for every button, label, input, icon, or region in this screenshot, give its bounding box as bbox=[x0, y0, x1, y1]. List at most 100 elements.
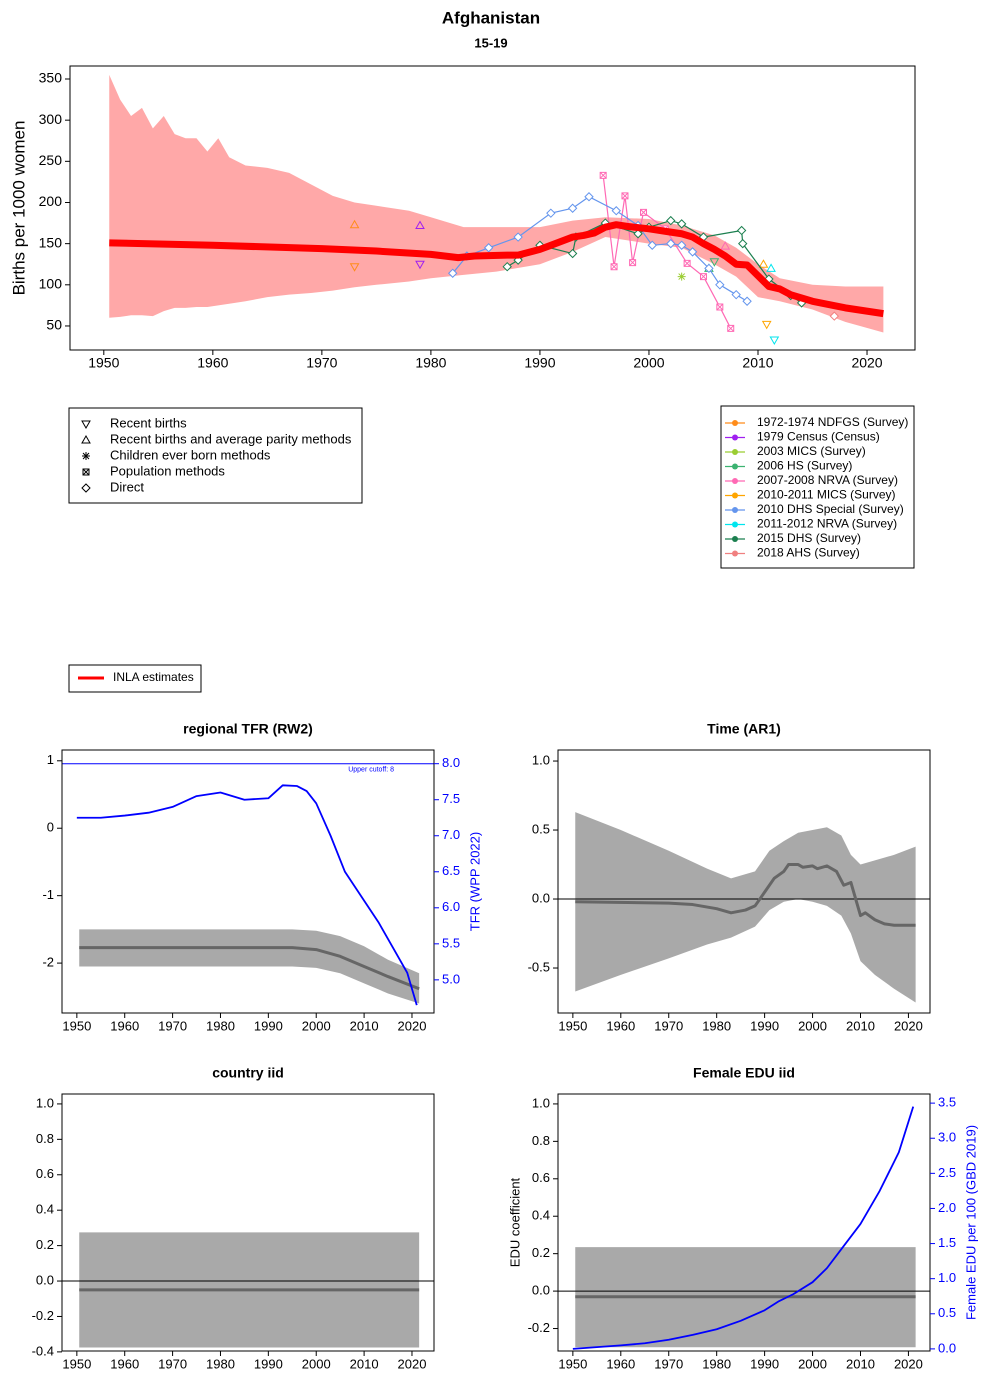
series-line bbox=[109, 221, 884, 318]
y-tick-label: 250 bbox=[39, 152, 63, 168]
y-tick-label: -0.2 bbox=[32, 1308, 54, 1323]
x-tick-label: 1980 bbox=[415, 355, 446, 371]
legend-label: 1979 Census (Census) bbox=[757, 430, 880, 444]
y-tick-label: 1 bbox=[47, 752, 54, 767]
plot-frame bbox=[557, 749, 931, 1014]
legend-dot bbox=[732, 420, 738, 426]
y2-tick-label: 5.5 bbox=[442, 935, 460, 950]
y2-axis-label: TFR (WPP 2022) bbox=[467, 832, 482, 931]
y-tick-label: 100 bbox=[39, 276, 63, 292]
series-line bbox=[575, 863, 916, 927]
x-tick-label: 2010 bbox=[350, 1018, 379, 1033]
plot-frame bbox=[61, 1093, 435, 1352]
survey-line bbox=[602, 175, 732, 329]
x-tick-label: 1960 bbox=[110, 1356, 139, 1371]
y2-tick-label: 3.5 bbox=[938, 1095, 956, 1110]
y-tick-label: -2 bbox=[42, 955, 54, 970]
legend-label: 2006 HS (Survey) bbox=[757, 459, 852, 473]
x-tick-label: 1990 bbox=[524, 355, 555, 371]
survey-point bbox=[610, 263, 618, 271]
survey-point bbox=[683, 259, 691, 267]
uncertainty-band bbox=[79, 929, 420, 1004]
y-tick-label: 0.6 bbox=[532, 1170, 550, 1185]
y-tick-label: 0.8 bbox=[532, 1133, 550, 1148]
x-tick-label: 1950 bbox=[88, 355, 119, 371]
x-tick-label: 2000 bbox=[633, 355, 664, 371]
chart-title: Female EDU iid bbox=[693, 1065, 795, 1081]
legend-label: Population methods bbox=[110, 463, 225, 478]
y-tick-label: -1 bbox=[42, 887, 54, 902]
legend-label: 2018 AHS (Survey) bbox=[757, 546, 860, 560]
legend-dot bbox=[732, 478, 738, 484]
y-tick-label: 0.4 bbox=[36, 1202, 54, 1217]
survey-point bbox=[546, 208, 556, 218]
survey-point bbox=[676, 219, 687, 229]
y-tick-label: 0 bbox=[47, 820, 54, 835]
x-tick-label: 1960 bbox=[197, 355, 228, 371]
legend-dot bbox=[732, 521, 738, 528]
chart-subtitle: 15-19 bbox=[474, 35, 507, 50]
survey-point bbox=[766, 263, 776, 272]
x-tick-label: 1970 bbox=[158, 1356, 187, 1371]
legend-label: Recent births bbox=[110, 415, 187, 430]
chart-title: country iid bbox=[212, 1065, 284, 1081]
y-tick-label: 0.0 bbox=[532, 890, 550, 905]
survey-point bbox=[761, 320, 772, 330]
survey-point bbox=[736, 225, 747, 236]
survey-point bbox=[666, 215, 676, 226]
legend-symbol bbox=[82, 452, 90, 460]
survey-point bbox=[647, 240, 657, 250]
survey-point bbox=[676, 240, 687, 250]
x-tick-label: 1980 bbox=[702, 1356, 731, 1371]
x-tick-label: 2010 bbox=[846, 1018, 875, 1033]
y-tick-label: 0.0 bbox=[532, 1283, 550, 1298]
survey-point bbox=[611, 206, 621, 216]
y-tick-label: 50 bbox=[46, 317, 62, 333]
y-tick-label: 350 bbox=[39, 70, 63, 86]
x-tick-label: 1980 bbox=[206, 1356, 235, 1371]
chart-title: Time (AR1) bbox=[707, 721, 781, 737]
legend-label: 2015 DHS (Survey) bbox=[757, 531, 861, 545]
legend-dot bbox=[732, 550, 738, 557]
survey-point bbox=[731, 289, 741, 300]
marker-legend-box bbox=[68, 407, 363, 504]
y2-tick-label: 6.0 bbox=[442, 899, 460, 914]
x-tick-label: 1960 bbox=[110, 1018, 139, 1033]
legend-label: Direct bbox=[110, 479, 144, 494]
survey-point bbox=[415, 220, 425, 230]
x-tick-label: 1950 bbox=[558, 1018, 587, 1033]
survey-point bbox=[677, 272, 686, 281]
legend-symbol bbox=[82, 468, 90, 476]
x-tick-label: 1970 bbox=[158, 1018, 187, 1033]
x-tick-label: 2020 bbox=[398, 1018, 427, 1033]
y-tick-label: 0.4 bbox=[532, 1208, 550, 1223]
legend-symbol bbox=[81, 483, 91, 493]
y2-tick-label: 1.0 bbox=[938, 1270, 956, 1285]
legend-label: 2010-2011 MICS (Survey) bbox=[757, 488, 896, 502]
survey-point bbox=[716, 303, 724, 311]
y-tick-label: 0.2 bbox=[36, 1237, 54, 1252]
plot-frame bbox=[557, 1093, 931, 1352]
survey-point bbox=[629, 259, 637, 267]
survey-point bbox=[483, 243, 494, 253]
y-tick-label: 0.0 bbox=[36, 1272, 54, 1287]
x-tick-label: 2020 bbox=[894, 1018, 923, 1033]
survey-point bbox=[640, 208, 648, 216]
y-tick-label: 1.0 bbox=[532, 752, 550, 767]
survey-line bbox=[506, 219, 802, 304]
survey-point bbox=[666, 238, 676, 249]
legend-label: 2010 DHS Special (Survey) bbox=[757, 502, 904, 516]
x-tick-label: 1990 bbox=[254, 1018, 283, 1033]
y-tick-label: 300 bbox=[39, 111, 63, 127]
survey-point bbox=[758, 259, 769, 268]
legend-label: 1972-1974 NDFGS (Survey) bbox=[757, 415, 908, 429]
survey-point bbox=[687, 247, 698, 257]
legend-dot bbox=[732, 449, 738, 455]
legend-label: 2003 MICS (Survey) bbox=[757, 444, 866, 458]
x-tick-label: 1970 bbox=[306, 355, 337, 371]
survey-point bbox=[349, 219, 360, 229]
survey-point bbox=[502, 261, 512, 272]
y-tick-label: -0.5 bbox=[528, 959, 550, 974]
legend-label: Children ever born methods bbox=[110, 447, 271, 462]
